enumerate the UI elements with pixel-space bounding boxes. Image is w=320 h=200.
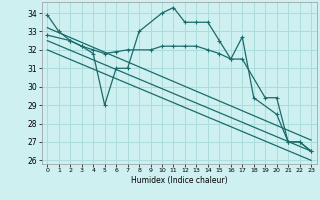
X-axis label: Humidex (Indice chaleur): Humidex (Indice chaleur) — [131, 176, 228, 185]
